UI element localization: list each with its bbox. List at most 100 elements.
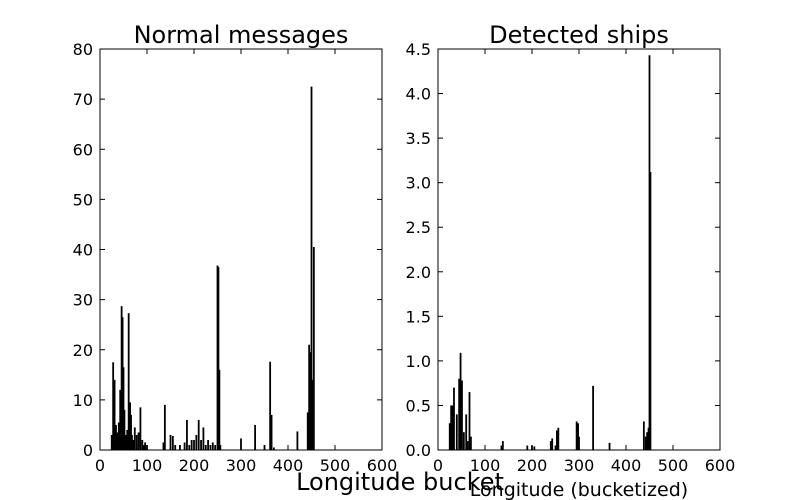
bar bbox=[647, 427, 650, 450]
bar bbox=[557, 427, 560, 450]
y-tick-label: 70 bbox=[73, 90, 93, 109]
bar bbox=[207, 439, 209, 450]
bar bbox=[575, 421, 578, 450]
x-tick-label: 200 bbox=[517, 456, 548, 475]
x-tick-label: 0 bbox=[433, 456, 443, 475]
bar bbox=[308, 344, 311, 450]
bar bbox=[578, 436, 580, 450]
bar bbox=[190, 439, 193, 450]
bar bbox=[131, 434, 133, 450]
x-tick-label: 500 bbox=[320, 456, 351, 475]
chart-title: Detected ships bbox=[489, 21, 669, 49]
bar bbox=[644, 436, 647, 450]
bar bbox=[214, 444, 217, 450]
x-tick-label: 500 bbox=[658, 456, 689, 475]
bar bbox=[459, 352, 462, 450]
bar bbox=[533, 446, 536, 450]
x-tick-label: 600 bbox=[367, 456, 398, 475]
bar bbox=[204, 444, 207, 450]
bar bbox=[188, 444, 191, 450]
bar bbox=[122, 367, 125, 450]
bar bbox=[310, 86, 313, 450]
bar bbox=[127, 313, 130, 450]
bar bbox=[269, 361, 272, 450]
y-tick-label: 3.0 bbox=[406, 174, 431, 193]
y-tick-label: 40 bbox=[73, 241, 93, 260]
bar bbox=[592, 385, 594, 450]
figure-x-label: Longitude bucket bbox=[296, 468, 504, 496]
x-axis-label: Longitude (bucketized) bbox=[470, 479, 688, 500]
bar bbox=[216, 265, 219, 450]
x-tick-label: 200 bbox=[179, 456, 210, 475]
bar bbox=[461, 380, 463, 450]
bar bbox=[648, 55, 651, 451]
normal-messages-panel: Normal messages 0 100 200 300 400 500 600 0 10 20… bbox=[73, 21, 398, 475]
bar bbox=[549, 441, 552, 450]
bar bbox=[137, 432, 140, 450]
bar bbox=[642, 421, 645, 450]
bar bbox=[186, 419, 188, 450]
bar bbox=[139, 407, 142, 450]
bar bbox=[179, 444, 181, 450]
bar bbox=[163, 404, 166, 450]
y-tick-label: 30 bbox=[73, 291, 93, 310]
bar bbox=[169, 434, 172, 450]
bar bbox=[120, 306, 123, 450]
bar bbox=[115, 424, 117, 450]
bar bbox=[270, 414, 273, 450]
bar bbox=[306, 412, 309, 450]
bar bbox=[130, 414, 132, 450]
bar bbox=[110, 434, 113, 450]
y-tick-label: 3.5 bbox=[406, 129, 431, 148]
bar bbox=[309, 352, 312, 450]
bar bbox=[254, 424, 256, 450]
bar bbox=[470, 436, 472, 450]
y-tick-label: 0 bbox=[83, 441, 93, 460]
bar bbox=[577, 423, 579, 450]
bars bbox=[448, 55, 652, 451]
bar bbox=[142, 444, 145, 450]
bar bbox=[209, 444, 212, 450]
bar bbox=[112, 362, 115, 450]
x-tick-label: 400 bbox=[273, 456, 304, 475]
x-tick-label: 100 bbox=[470, 456, 501, 475]
x-tick-label: 600 bbox=[705, 456, 736, 475]
bar bbox=[116, 432, 119, 450]
bar bbox=[551, 438, 554, 450]
y-tick-label: 1.0 bbox=[406, 352, 431, 371]
y-tick-label: 4.0 bbox=[406, 85, 431, 104]
bar bbox=[119, 389, 122, 450]
bar bbox=[608, 442, 611, 450]
bar bbox=[197, 419, 200, 450]
axes-frame bbox=[99, 48, 383, 451]
bar bbox=[121, 317, 124, 450]
bar bbox=[312, 246, 315, 450]
x-tick-label: 300 bbox=[226, 456, 257, 475]
bar bbox=[144, 442, 147, 450]
bar bbox=[123, 409, 126, 450]
bar bbox=[202, 427, 205, 450]
bar bbox=[132, 439, 135, 450]
bar bbox=[219, 444, 222, 450]
bar bbox=[458, 378, 461, 450]
bar bbox=[240, 438, 242, 450]
bar bbox=[133, 427, 136, 450]
y-tick-label: 80 bbox=[73, 40, 93, 59]
bar bbox=[211, 442, 214, 450]
bar bbox=[649, 171, 652, 450]
bar bbox=[465, 414, 468, 450]
x-tick-label: 400 bbox=[611, 456, 642, 475]
x-tick-label: 100 bbox=[132, 456, 163, 475]
bar bbox=[646, 432, 649, 450]
bar bbox=[263, 444, 266, 450]
x-tick-label: 300 bbox=[564, 456, 595, 475]
bar bbox=[217, 267, 220, 450]
y-tick-label: 10 bbox=[73, 391, 93, 410]
bar bbox=[135, 434, 138, 450]
y-tick-label: 60 bbox=[73, 140, 93, 159]
bar bbox=[124, 434, 127, 450]
bar bbox=[468, 392, 471, 450]
bar bbox=[311, 379, 314, 450]
y-tick-label: 1.5 bbox=[406, 307, 431, 326]
